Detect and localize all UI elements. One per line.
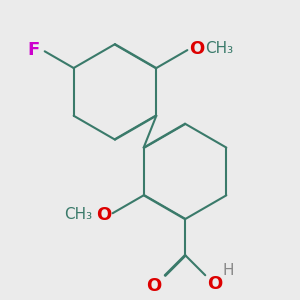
Text: H: H (223, 263, 234, 278)
Text: O: O (96, 206, 111, 224)
Text: O: O (146, 277, 162, 295)
Text: O: O (207, 275, 222, 293)
Text: O: O (189, 40, 204, 58)
Text: CH₃: CH₃ (64, 207, 92, 222)
Text: F: F (28, 41, 40, 59)
Text: CH₃: CH₃ (205, 41, 233, 56)
